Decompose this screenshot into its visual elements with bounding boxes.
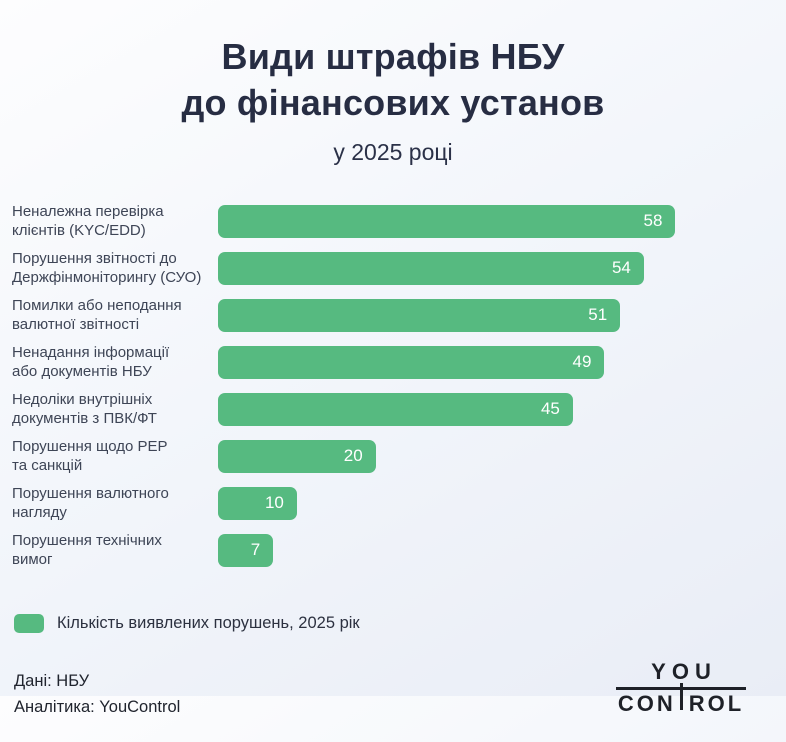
bar-track: 54: [218, 251, 774, 285]
value-label: 7: [250, 540, 261, 559]
value-label: 10: [264, 493, 284, 512]
value-label: 51: [588, 305, 608, 324]
bar-track: 45: [218, 392, 774, 426]
bar: 54: [218, 251, 644, 285]
chart-row: Неналежна перевірка клієнтів (KYC/EDD) 58: [12, 202, 774, 240]
chart-legend: Кількість виявлених порушень, 2025 рік: [0, 614, 786, 633]
chart-row: Помилки або неподання валютної звітності 5…: [12, 296, 774, 334]
logo-text-rol: ROL: [688, 691, 745, 716]
chart-footer: Дані: НБУ Аналітика: YouControl YOU CON …: [0, 661, 786, 742]
chart-row: Недоліки внутрішніх документів з ПВК/ФТ 45: [12, 390, 774, 428]
bar-track: 7: [218, 533, 774, 567]
category-label: Помилки або неподання валютної звітності: [12, 297, 182, 333]
value-label: 54: [611, 258, 631, 277]
category-label: Ненадання інформації або документів НБУ: [12, 344, 170, 380]
chart-row: Порушення технічних вимог 7: [12, 531, 774, 569]
bar: 58: [218, 204, 676, 238]
category-label: Порушення валютного нагляду: [12, 485, 169, 521]
bar: 10: [218, 486, 297, 520]
legend-swatch: [14, 614, 44, 633]
logo-t-stem: [679, 683, 683, 710]
chart-header: Види штрафів НБУ до фінансових установ у…: [0, 0, 786, 166]
bar-track: 58: [218, 204, 774, 238]
bar: 49: [218, 345, 605, 379]
bar: 7: [218, 533, 274, 567]
logo-text-control: CON ROL: [616, 683, 746, 720]
category-label: Порушення технічних вимог: [12, 532, 162, 568]
chart-row: Порушення щодо PEP та санкцій 20: [12, 437, 774, 475]
source-block: Дані: НБУ Аналітика: YouControl: [14, 668, 180, 720]
value-label: 49: [572, 352, 592, 371]
bar-track: 51: [218, 298, 774, 332]
bar-track: 20: [218, 439, 774, 473]
bar-track: 10: [218, 486, 774, 520]
category-label: Неналежна перевірка клієнтів (KYC/EDD): [12, 203, 164, 239]
infographic-canvas: Види штрафів НБУ до фінансових установ у…: [0, 0, 786, 716]
logo-text-con: CON: [617, 691, 676, 716]
category-label: Порушення щодо PEP та санкцій: [12, 438, 168, 474]
bar: 51: [218, 298, 621, 332]
youcontrol-logo: YOU CON ROL: [616, 661, 746, 720]
category-label: Недоліки внутрішніх документів з ПВК/ФТ: [12, 391, 157, 427]
analytics-credit: Аналітика: YouControl: [14, 698, 181, 716]
logo-text-you: YOU: [651, 659, 717, 684]
value-label: 20: [343, 446, 363, 465]
chart-subtitle: у 2025 році: [333, 139, 453, 165]
bar: 45: [218, 392, 573, 426]
page-title-line1: Види штрафів НБУ: [221, 36, 565, 77]
chart-row: Порушення валютного нагляду 10: [12, 484, 774, 522]
bar-track: 49: [218, 345, 774, 379]
data-source: Дані: НБУ: [14, 672, 90, 690]
value-label: 45: [540, 399, 560, 418]
chart-row: Порушення звітності до Держфінмоніторингу…: [12, 249, 774, 287]
bar: 20: [218, 439, 376, 473]
page-title-line2: до фінансових установ: [181, 82, 605, 123]
bar-chart: Неналежна перевірка клієнтів (KYC/EDD) 58 П…: [0, 202, 786, 578]
category-label: Порушення звітності до Держфінмоніторингу…: [12, 250, 202, 286]
legend-label: Кількість виявлених порушень, 2025 рік: [57, 614, 360, 632]
chart-row: Ненадання інформації або документів НБУ 49: [12, 343, 774, 381]
value-label: 58: [643, 211, 663, 230]
